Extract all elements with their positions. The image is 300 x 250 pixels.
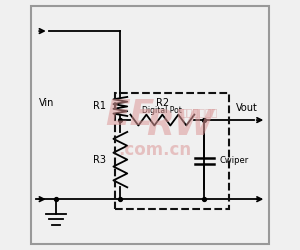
Bar bbox=[116, 93, 229, 209]
Text: R3: R3 bbox=[93, 154, 106, 164]
Text: .com.cn: .com.cn bbox=[118, 141, 191, 159]
Text: EE: EE bbox=[106, 98, 155, 132]
Text: 电子产品世界: 电子产品世界 bbox=[181, 108, 218, 118]
Text: R2: R2 bbox=[156, 98, 169, 108]
Text: Cwiper: Cwiper bbox=[219, 156, 248, 165]
Text: R1: R1 bbox=[93, 102, 106, 112]
Text: Vin: Vin bbox=[38, 98, 54, 108]
Text: RW: RW bbox=[146, 108, 214, 142]
Text: Vout: Vout bbox=[236, 103, 257, 113]
Text: Digital Pot: Digital Pot bbox=[142, 106, 182, 115]
